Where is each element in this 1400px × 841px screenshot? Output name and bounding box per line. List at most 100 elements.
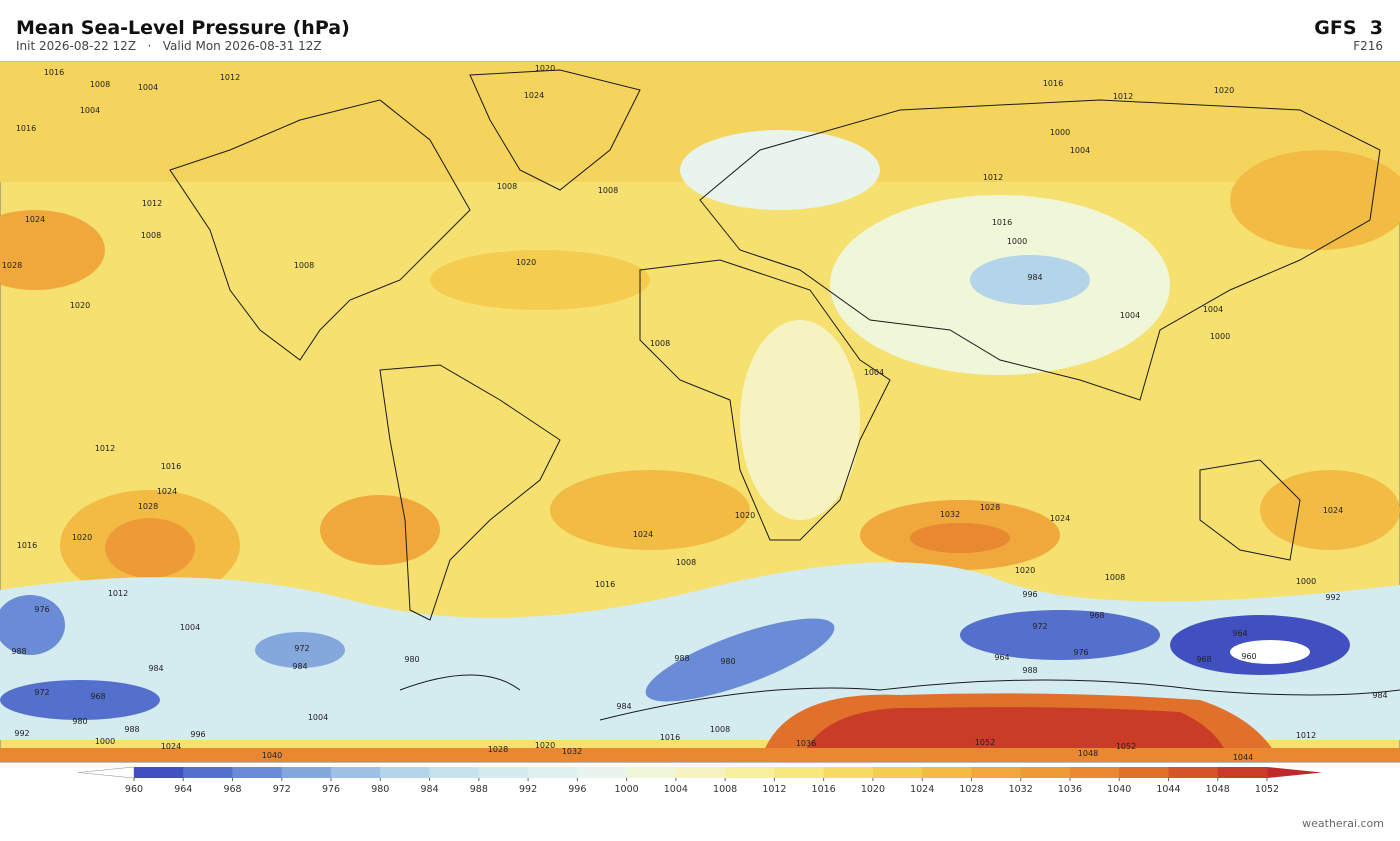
colorbar-bin bbox=[528, 767, 578, 778]
colorbar-bin bbox=[134, 767, 184, 778]
field-region bbox=[0, 210, 105, 290]
coastline bbox=[169, 99, 471, 361]
coastline bbox=[399, 674, 1400, 721]
contour-label: 1000 bbox=[1007, 237, 1027, 246]
field-region bbox=[255, 632, 345, 668]
colorbar-bin bbox=[1020, 767, 1071, 778]
colorbar-bin bbox=[577, 767, 628, 778]
contour-label: 1024 bbox=[524, 91, 544, 100]
colorbar-tick-label: 964 bbox=[174, 784, 192, 795]
contour-label: 1000 bbox=[1050, 128, 1070, 137]
contour-label: 1020 bbox=[70, 301, 90, 310]
colorbar-tick-label: 1052 bbox=[1255, 784, 1279, 795]
contour-label: 972 bbox=[34, 688, 49, 697]
contour-label: 1016 bbox=[595, 580, 615, 589]
field-region bbox=[550, 470, 750, 550]
contour-label: 1008 bbox=[497, 182, 517, 191]
contour-label: 984 bbox=[148, 664, 163, 673]
colorbar-tick-label: 1040 bbox=[1107, 784, 1131, 795]
contour-label: 968 bbox=[1089, 611, 1104, 620]
contour-label: 1000 bbox=[95, 737, 115, 746]
colorbar-bin bbox=[281, 767, 332, 778]
contour-label: 1008 bbox=[294, 261, 314, 270]
contour-label: 1020 bbox=[735, 511, 755, 520]
coastline bbox=[699, 99, 1381, 401]
colorbar-bin bbox=[478, 767, 529, 778]
contour-label: 1012 bbox=[1296, 731, 1316, 740]
title: Mean Sea-Level Pressure (hPa) bbox=[16, 17, 350, 39]
colorbar-tick-label: 992 bbox=[519, 784, 537, 795]
contour-label: 1028 bbox=[138, 502, 158, 511]
colorbar-tick-label: 1020 bbox=[861, 784, 885, 795]
credit: weatherai.com bbox=[1302, 817, 1384, 830]
contour-label: 1004 bbox=[138, 83, 158, 92]
contour-label: 1016 bbox=[161, 462, 181, 471]
contour-label: 1028 bbox=[2, 261, 22, 270]
contour-label: 1000 bbox=[1296, 577, 1316, 586]
field-region bbox=[1230, 640, 1310, 664]
contour-label: 1004 bbox=[80, 106, 100, 115]
forecast-step: F216 bbox=[1353, 39, 1383, 53]
contour-label: 1004 bbox=[1120, 311, 1140, 320]
colorbar-tick-label: 1048 bbox=[1206, 784, 1230, 795]
contour-label: 992 bbox=[1325, 593, 1340, 602]
contour-label: 980 bbox=[72, 717, 87, 726]
colorbar-bin bbox=[380, 767, 431, 778]
contour-label: 1008 bbox=[141, 231, 161, 240]
field-region bbox=[970, 255, 1090, 305]
contour-label: 988 bbox=[674, 654, 689, 663]
colorbar-bin bbox=[232, 767, 283, 778]
contour-label: 976 bbox=[34, 605, 49, 614]
colorbar-tick-label: 1044 bbox=[1156, 784, 1180, 795]
contour-label: 1020 bbox=[72, 533, 92, 542]
colorbar-bin bbox=[1119, 767, 1169, 778]
contour-label: 988 bbox=[1022, 666, 1037, 675]
contour-label: 1008 bbox=[676, 558, 696, 567]
colorbar-bin bbox=[183, 767, 234, 778]
colorbar-bin bbox=[872, 767, 923, 778]
colorbar-tick-label: 1004 bbox=[664, 784, 688, 795]
contour-label: 1020 bbox=[535, 741, 555, 750]
contour-label: 1004 bbox=[864, 368, 884, 377]
field-region bbox=[910, 523, 1010, 553]
contour-label: 984 bbox=[292, 662, 307, 671]
colorbar-tick-label: 1012 bbox=[762, 784, 786, 795]
contour-label: 968 bbox=[1196, 655, 1211, 664]
contour-label: 960 bbox=[1241, 652, 1256, 661]
contour-label: 1020 bbox=[1015, 566, 1035, 575]
field-region bbox=[105, 518, 195, 578]
contour-label: 1020 bbox=[1214, 86, 1234, 95]
contour-label: 1044 bbox=[1233, 753, 1253, 762]
colorbar-bin bbox=[1217, 767, 1268, 778]
contour-label: 1012 bbox=[1113, 92, 1133, 101]
colorbar-tick-label: 976 bbox=[322, 784, 340, 795]
contour-label: 1020 bbox=[535, 64, 555, 73]
colorbar-bin bbox=[823, 767, 874, 778]
field-region bbox=[0, 748, 1400, 762]
colorbar-bin bbox=[922, 767, 972, 778]
contour-label: 1016 bbox=[17, 541, 37, 550]
contour-label: 1016 bbox=[992, 218, 1012, 227]
field-region bbox=[740, 320, 860, 520]
contour-label: 1016 bbox=[660, 733, 680, 742]
contour-label: 1020 bbox=[516, 258, 536, 267]
contour-label: 1024 bbox=[161, 742, 181, 751]
contour-label: 996 bbox=[1022, 590, 1037, 599]
contour-label: 1004 bbox=[1070, 146, 1090, 155]
contour-label: 1004 bbox=[180, 623, 200, 632]
contour-label: 968 bbox=[90, 692, 105, 701]
contour-label: 972 bbox=[1032, 622, 1047, 631]
contour-label: 1016 bbox=[44, 68, 64, 77]
field-region bbox=[0, 595, 65, 655]
colorbar-tick-label: 1036 bbox=[1058, 784, 1082, 795]
colorbar-tick-label: 960 bbox=[125, 784, 143, 795]
contour-label: 1012 bbox=[220, 73, 240, 82]
colorbar-tick-label: 968 bbox=[223, 784, 241, 795]
colorbar-tick-label: 1028 bbox=[959, 784, 983, 795]
coastline bbox=[1199, 459, 1301, 561]
contour-label: 1024 bbox=[1323, 506, 1343, 515]
contour-label: 992 bbox=[14, 729, 29, 738]
colorbar-tick-label: 996 bbox=[568, 784, 586, 795]
contour-label: 1012 bbox=[142, 199, 162, 208]
